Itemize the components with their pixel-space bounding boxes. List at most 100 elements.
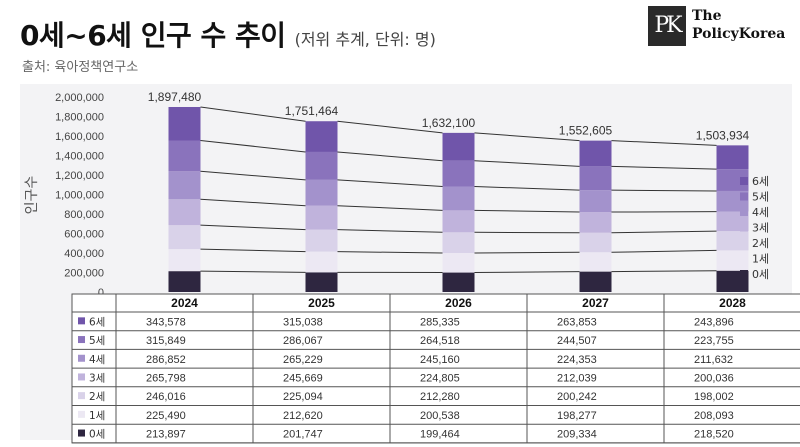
connector-line [474,132,580,142]
chart-title-block: 0세~6세 인구 수 추이 (저위 추계, 단위: 명) [20,14,436,54]
y-tick-label: 200,000 [64,268,104,280]
connector-line [337,120,443,134]
legend-swatch [740,192,748,201]
y-axis-label: 인구수 [24,176,40,215]
table-cell: 286,067 [283,335,323,347]
connector-line [200,198,306,207]
total-label: 1,632,100 [422,116,476,130]
y-tick-label: 1,800,000 [55,112,104,124]
bar-segment [305,151,338,180]
table-cell: 223,755 [694,335,734,347]
bar-segment [442,272,475,292]
table-header-year: 2028 [719,296,746,310]
connector-line [337,229,443,233]
table-cell: 209,334 [557,429,597,441]
connector-line [611,249,717,253]
table-row-label: 3세 [89,372,105,384]
bar-segment [168,140,201,172]
connector-line [200,106,306,122]
bar-segment [716,169,749,191]
table-cell: 244,507 [557,335,597,347]
table-row-label: 0세 [89,429,105,441]
total-label: 1,897,480 [148,90,202,104]
table-cell: 264,518 [420,335,460,347]
table-cell: 208,093 [694,410,734,422]
table-cell: 286,852 [146,354,186,366]
table-header-year: 2025 [308,296,335,310]
bar-segment [168,249,201,272]
legend-swatch [740,223,748,232]
table-cell: 225,094 [283,391,323,403]
y-tick-label: 800,000 [64,209,104,221]
table-cell: 245,669 [283,372,323,384]
bar-segment [168,106,201,141]
table-cell: 343,578 [146,316,186,328]
bar-segment [442,132,475,161]
connector-line [337,179,443,187]
legend-label: 4세 [752,206,769,219]
table-cell: 213,897 [146,429,186,441]
bar-segment [305,251,338,273]
table-cell: 212,280 [420,391,460,403]
y-tick-label: 0 [98,287,104,299]
table-cell: 211,632 [694,354,733,366]
connector-line [337,205,443,211]
legend-label: 5세 [752,191,769,204]
connector-line [474,185,580,191]
bar-segment [442,160,475,187]
connector-line [200,170,306,181]
table-cell: 246,016 [146,391,186,403]
table-header-year: 2024 [171,296,198,310]
bar-segment [442,186,475,211]
table-cell: 212,039 [557,372,597,384]
bar-segment [716,145,749,170]
legend-swatch [740,208,748,216]
table-cell: 200,242 [557,391,597,403]
legend-swatch [740,239,748,247]
bar-segment [305,179,338,206]
table-cell: 315,038 [283,316,323,328]
table-row-label: 2세 [89,391,105,403]
connector-line [611,189,717,192]
chart-title: 0세~6세 인구 수 추이 [20,19,286,52]
table-cell: 265,229 [283,354,323,366]
bar-segment [168,271,201,292]
table-cell: 218,520 [694,429,734,441]
table-row-label: 6세 [89,316,105,328]
y-tick-label: 2,000,000 [55,92,104,104]
table-row-label: 1세 [89,410,105,422]
bar-segment [579,166,612,191]
bar-segment [579,252,612,272]
table-row-swatch [78,429,85,437]
legend-label: 2세 [752,237,769,250]
connector-line [200,139,306,153]
connector-line [200,248,306,253]
table-row-label: 5세 [89,335,105,347]
table-cell: 225,490 [146,410,186,422]
bar-segment [168,199,201,226]
table-row-swatch [78,373,85,381]
table-cell: 212,620 [283,410,323,422]
table-row-swatch [78,354,85,362]
connector-line [474,251,580,254]
table-cell: 224,805 [420,372,460,384]
legend-swatch [740,254,748,263]
y-tick-label: 1,200,000 [55,170,104,182]
table-cell: 265,798 [146,372,186,384]
bar-segment [579,232,612,253]
total-label: 1,552,605 [559,124,613,138]
connector-line [611,165,717,170]
total-label: 1,503,934 [696,128,750,142]
logo-mark: PK [648,6,686,46]
connector-line [611,270,717,273]
legend-label: 3세 [752,222,769,235]
bar-segment [305,121,338,152]
table-header-year: 2026 [445,296,472,310]
legend-swatch [740,177,748,185]
legend-label: 1세 [752,253,769,266]
connector-line [337,151,443,162]
bar-segment [442,210,475,233]
connector-line [474,271,580,274]
legend-label: 0세 [752,268,769,281]
